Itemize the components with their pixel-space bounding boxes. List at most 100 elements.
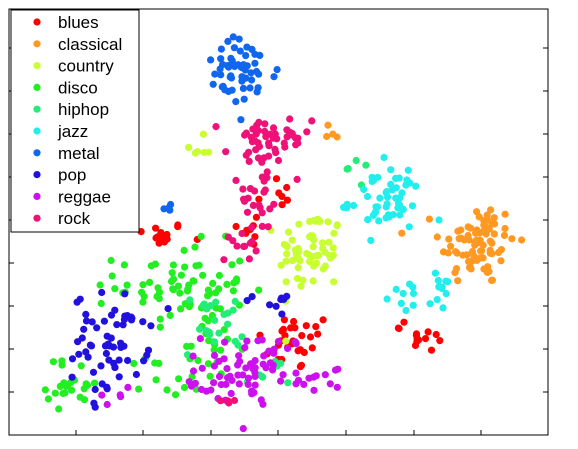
point-blues [278, 201, 286, 209]
point-rock [283, 126, 291, 134]
point-classical [457, 234, 465, 242]
point-disco [44, 395, 53, 403]
point-classical [472, 236, 481, 244]
point-classical [490, 220, 499, 228]
point-disco [195, 261, 203, 269]
point-disco [152, 376, 160, 384]
point-disco [120, 261, 128, 269]
point-rock [269, 132, 277, 140]
point-reggae [291, 338, 299, 346]
point-jazz [384, 211, 392, 219]
legend-marker-disco [33, 83, 41, 91]
point-reggae [260, 352, 268, 360]
point-pop [132, 370, 140, 379]
point-reggae [321, 371, 329, 379]
point-jazz [364, 216, 372, 224]
point-reggae [210, 362, 218, 370]
point-rock [293, 175, 301, 183]
legend-label-country: country [58, 57, 114, 76]
point-rock [264, 223, 272, 231]
point-pop [115, 356, 123, 364]
point-pop [98, 380, 106, 388]
point-reggae [189, 367, 198, 375]
point-metal [230, 44, 238, 52]
point-disco [180, 246, 188, 254]
point-country [310, 216, 318, 224]
point-metal [223, 62, 232, 70]
point-jazz [409, 283, 417, 291]
point-blues [280, 316, 288, 324]
point-reggae [197, 385, 206, 394]
point-disco [190, 277, 198, 285]
point-pop [93, 324, 101, 332]
point-country [293, 274, 301, 282]
point-reggae [196, 335, 204, 343]
point-reggae [259, 400, 267, 408]
point-blues [400, 318, 408, 326]
point-metal [270, 73, 278, 81]
point-country [295, 220, 303, 228]
point-hiphop [259, 373, 267, 381]
point-metal [207, 56, 215, 64]
point-rock [245, 255, 253, 263]
point-rock [258, 158, 266, 166]
legend-marker-jazz [33, 127, 41, 135]
point-reggae [210, 379, 218, 387]
point-pop [119, 321, 127, 329]
point-jazz [412, 182, 420, 190]
point-country [199, 130, 207, 138]
point-classical [473, 208, 481, 216]
point-reggae [227, 389, 235, 398]
point-rock [229, 237, 237, 245]
point-reggae [241, 344, 249, 352]
point-metal [234, 61, 242, 69]
point-pop [113, 321, 121, 329]
point-rock [272, 149, 280, 157]
point-hiphop [352, 156, 360, 165]
point-classical [518, 236, 526, 244]
point-classical [485, 225, 493, 233]
point-rock [232, 176, 240, 184]
point-metal [247, 69, 255, 77]
point-reggae [116, 391, 124, 399]
point-reggae [235, 352, 243, 360]
point-metal [273, 66, 281, 74]
point-rock [254, 126, 262, 135]
point-pop [107, 334, 115, 342]
point-country [193, 148, 202, 156]
point-disco [58, 357, 66, 365]
point-jazz [404, 166, 412, 174]
point-reggae [310, 386, 318, 394]
point-metal [217, 71, 225, 79]
point-country [294, 244, 302, 253]
point-reggae [198, 364, 206, 372]
point-disco [163, 386, 171, 394]
point-reggae [210, 351, 219, 359]
point-rock [255, 142, 264, 151]
point-classical [457, 226, 465, 234]
point-disco [176, 289, 184, 297]
point-reggae [242, 364, 250, 372]
point-reggae [274, 337, 282, 346]
point-disco [96, 281, 104, 289]
point-reggae [244, 380, 252, 388]
point-hiphop [231, 297, 239, 305]
point-jazz [442, 290, 450, 298]
legend-label-pop: pop [58, 166, 86, 185]
point-classical [497, 246, 505, 254]
point-blues [394, 324, 402, 332]
point-rock [261, 127, 269, 135]
point-rock [246, 239, 254, 247]
point-jazz [438, 283, 446, 291]
point-rock [238, 229, 246, 238]
point-hiphop [224, 320, 232, 328]
point-reggae [234, 371, 242, 379]
point-blues [312, 323, 320, 331]
point-blues [152, 224, 160, 232]
point-pop [121, 290, 129, 298]
point-pop [91, 403, 99, 411]
point-jazz [363, 192, 372, 201]
point-jazz [434, 276, 442, 285]
point-reggae [235, 380, 243, 388]
point-disco [185, 281, 193, 289]
